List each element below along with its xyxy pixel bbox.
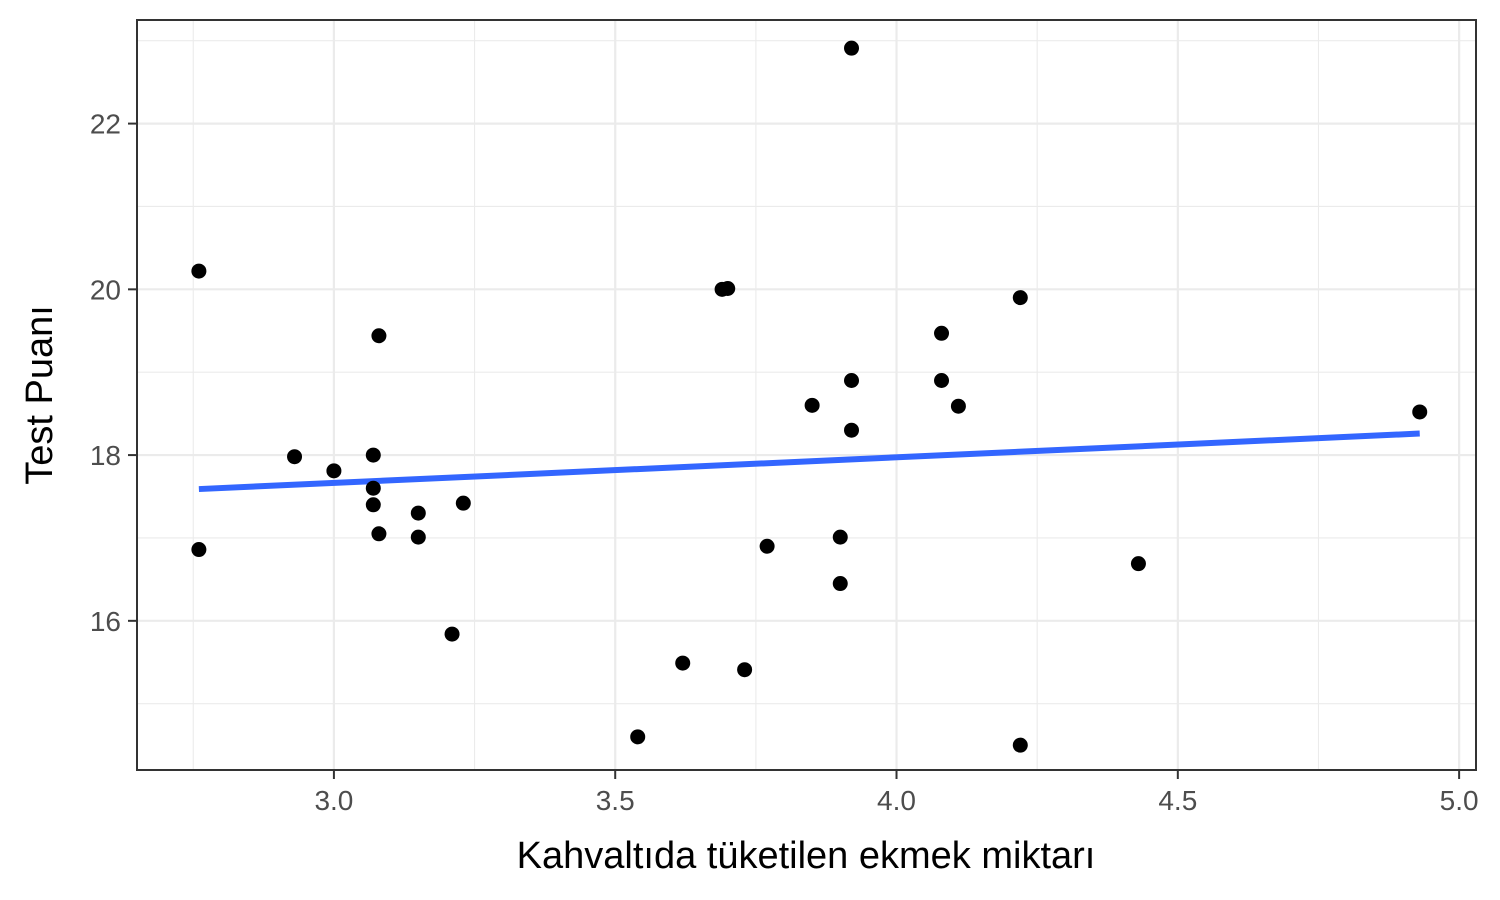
data-point (365, 497, 381, 513)
data-point (191, 263, 207, 279)
data-point (832, 529, 848, 545)
data-point (326, 463, 342, 479)
data-point (444, 626, 460, 642)
panel-border (136, 19, 1477, 771)
x-tick-label: 3.0 (314, 785, 353, 816)
data-point (1012, 290, 1028, 306)
data-point (832, 576, 848, 592)
y-tick-label: 20 (90, 274, 121, 305)
x-axis-title: Kahvaltıda tüketilen ekmek miktarı (517, 835, 1096, 877)
data-point (365, 447, 381, 463)
data-point (934, 372, 950, 388)
data-point (287, 449, 303, 465)
data-point (804, 397, 820, 413)
data-point (759, 538, 775, 554)
data-point (455, 495, 471, 511)
x-tick-label: 4.0 (877, 785, 916, 816)
data-point (844, 422, 860, 438)
regression-line (198, 430, 1420, 493)
y-tick-label: 18 (90, 440, 121, 471)
data-point (844, 372, 860, 388)
x-tick-label: 4.5 (1158, 785, 1197, 816)
major-gridlines (137, 20, 1476, 770)
data-point (934, 325, 950, 341)
data-point (950, 398, 966, 414)
y-tick-label: 16 (90, 606, 121, 637)
trend-line-layer (198, 430, 1420, 493)
x-tick-label: 5.0 (1440, 785, 1479, 816)
data-point (720, 281, 736, 297)
data-point (675, 655, 691, 671)
data-points (191, 40, 1428, 753)
data-point (191, 542, 207, 558)
x-axis: 3.0 3.5 4.0 4.5 5.0 (314, 770, 1479, 816)
data-point (737, 662, 753, 678)
y-axis: 16 18 20 22 (90, 109, 137, 637)
data-point (371, 328, 387, 344)
data-point (410, 529, 426, 545)
data-point (1130, 556, 1146, 572)
panel-background (137, 20, 1476, 770)
data-point (365, 480, 381, 496)
data-point (371, 526, 387, 542)
y-axis-title: Test Puanı (19, 305, 61, 485)
data-point (1412, 404, 1428, 420)
data-point (1012, 737, 1028, 753)
data-point (410, 505, 426, 521)
data-point (630, 729, 646, 745)
minor-gridlines (137, 20, 1476, 770)
x-tick-label: 3.5 (596, 785, 635, 816)
data-point (844, 40, 860, 56)
y-tick-label: 22 (90, 109, 121, 140)
